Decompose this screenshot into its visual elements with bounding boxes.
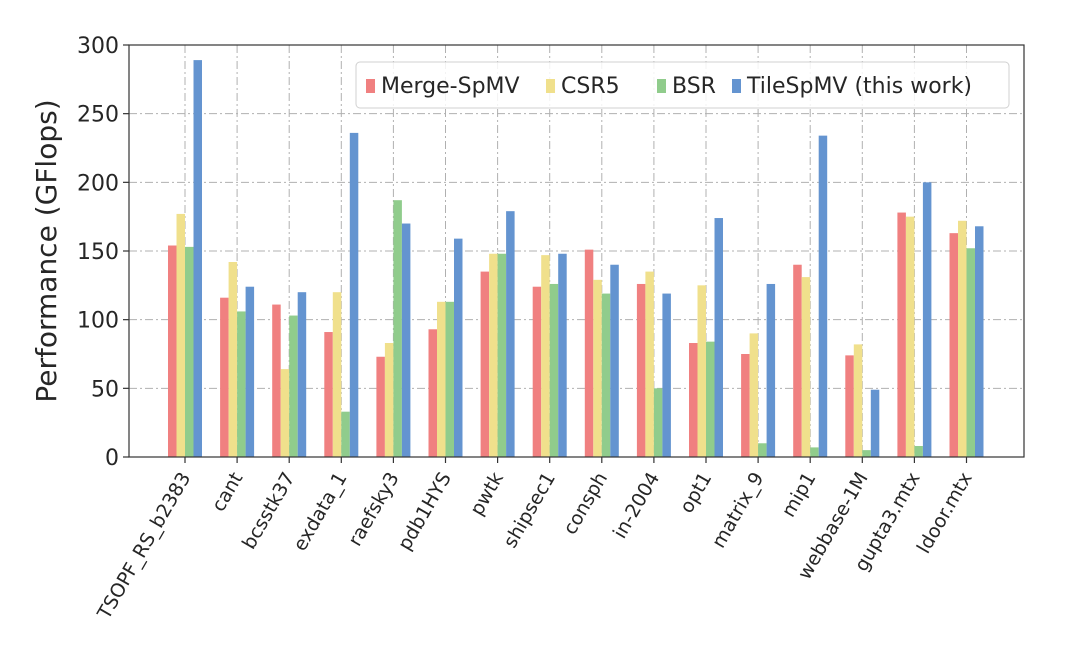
bar-tilespmv-raefsky3 [401, 223, 411, 457]
bar-merge-spmv-pwtk [480, 271, 490, 457]
bar-tilespmv-gupta3-mtx [922, 182, 932, 457]
legend-label: Merge-SpMV [381, 74, 520, 99]
legend-label: TileSpMV (this work) [746, 74, 972, 99]
bar-merge-spmv-consph [584, 249, 594, 457]
bar-merge-spmv-webbase-1m [845, 355, 854, 457]
bar-tilespmv-consph [610, 264, 619, 457]
bar-tilespmv-cant [245, 286, 255, 457]
bar-bsr-shipsec1 [549, 283, 559, 457]
y-tick-label: 50 [91, 377, 119, 402]
bar-bsr-tsopf-rs-b2383 [185, 246, 194, 457]
y-tick-label: 250 [77, 103, 119, 128]
bar-merge-spmv-in-2004 [636, 283, 646, 457]
x-tick-label: pwtk [466, 468, 508, 519]
legend-label: BSR [672, 74, 716, 99]
x-axis-ticks: TSOPF_RS_b2383 cantbcsstk37exdata_1raefsk… [93, 457, 977, 624]
bar-bsr-raefsky3 [393, 200, 402, 457]
bar-tilespmv-in-2004 [662, 293, 671, 457]
bar-csr5-pwtk [489, 253, 498, 457]
bar-tilespmv-exdata-1 [349, 132, 359, 457]
bar-merge-spmv-cant [220, 297, 229, 457]
y-tick-label: 0 [105, 446, 119, 471]
bar-tilespmv-mip1 [818, 135, 828, 457]
bar-tilespmv-webbase-1m [870, 389, 880, 457]
bar-merge-spmv-raefsky3 [376, 356, 385, 457]
x-tick-label: matrix_9 [708, 469, 769, 552]
bar-csr5-ldoor-mtx [958, 220, 967, 457]
bar-tilespmv-tsopf-rs-b2383 [193, 60, 202, 458]
legend-swatch [366, 79, 375, 93]
x-tick-label: mip1 [778, 469, 821, 522]
bar-bsr-gupta3-mtx [914, 446, 923, 457]
bar-merge-spmv-matrix-9 [741, 354, 750, 457]
bar-bsr-bcsstk37 [289, 315, 298, 457]
bar-csr5-exdata-1 [332, 292, 342, 457]
bar-bsr-pdb1hys [445, 301, 454, 457]
legend-swatch [732, 79, 741, 93]
bar-bsr-pwtk [497, 253, 507, 457]
bar-bsr-matrix-9 [758, 443, 767, 457]
y-axis-ticks: 0 50 100 150 200 250 300 [77, 34, 129, 471]
bar-bsr-ldoor-mtx [966, 248, 975, 457]
bar-bsr-mip1 [810, 447, 819, 457]
bar-bsr-exdata-1 [341, 411, 350, 457]
bar-bsr-in-2004 [653, 388, 663, 457]
x-tick-label: opt1 [676, 469, 717, 517]
bar-merge-spmv-exdata-1 [324, 332, 333, 457]
bar-csr5-tsopf-rs-b2383 [176, 213, 185, 457]
x-tick-label: shipsec1 [499, 469, 560, 552]
bar-bsr-webbase-1m [862, 450, 871, 457]
bar-csr5-raefsky3 [384, 343, 394, 457]
legend: Merge-SpMV CSR5 BSR TileSpMV (this work) [355, 61, 1010, 109]
bar-merge-spmv-bcsstk37 [272, 304, 281, 457]
bar-csr5-bcsstk37 [280, 369, 290, 457]
bar-tilespmv-pdb1hys [454, 238, 463, 457]
x-tick-label: consph [559, 469, 612, 539]
y-tick-label: 150 [77, 240, 119, 265]
legend-label: CSR5 [561, 74, 620, 99]
bar-csr5-shipsec1 [541, 255, 550, 457]
bar-csr5-webbase-1m [853, 344, 863, 457]
bar-merge-spmv-opt1 [689, 343, 698, 457]
bar-tilespmv-shipsec1 [558, 253, 567, 457]
x-tick-label: exdata_1 [289, 469, 352, 555]
bar-merge-spmv-shipsec1 [532, 286, 542, 457]
y-tick-label: 300 [77, 34, 119, 59]
y-axis-title: Performance (GFlops) [30, 99, 63, 402]
bar-csr5-matrix-9 [749, 333, 759, 457]
x-tick-label: in-2004 [609, 469, 664, 543]
bar-csr5-consph [593, 279, 602, 457]
bar-bsr-cant [237, 311, 246, 457]
bar-tilespmv-matrix-9 [766, 283, 776, 457]
bar-merge-spmv-ldoor-mtx [949, 233, 958, 457]
bar-merge-spmv-pdb1hys [428, 329, 437, 457]
bar-tilespmv-ldoor-mtx [975, 226, 984, 457]
y-tick-label: 100 [77, 309, 119, 334]
bar-csr5-opt1 [697, 285, 706, 457]
bar-csr5-gupta3-mtx [905, 216, 915, 457]
bar-tilespmv-bcsstk37 [297, 292, 307, 457]
bar-bsr-consph [601, 293, 611, 457]
bar-tilespmv-pwtk [506, 211, 515, 457]
bar-csr5-in-2004 [645, 271, 654, 457]
x-tick-label: TSOPF_RS_b2383 [93, 469, 195, 624]
bar-csr5-pdb1hys [437, 301, 446, 457]
bar-csr5-mip1 [801, 277, 811, 457]
x-tick-label: cant [208, 469, 248, 516]
legend-swatch [546, 79, 555, 93]
legend-swatch [657, 79, 666, 93]
bar-tilespmv-opt1 [714, 218, 723, 457]
bar-bsr-opt1 [706, 341, 715, 457]
bar-csr5-cant [228, 261, 238, 457]
y-tick-label: 200 [77, 171, 119, 196]
legend-box [355, 61, 1010, 109]
x-tick-label: raefsky3 [344, 469, 404, 550]
bar-merge-spmv-gupta3-mtx [897, 212, 906, 457]
bar-merge-spmv-mip1 [793, 264, 802, 457]
x-tick-label: pdb1HYS [394, 469, 456, 555]
bar-merge-spmv-tsopf-rs-b2383 [168, 245, 177, 457]
bars [168, 60, 984, 458]
